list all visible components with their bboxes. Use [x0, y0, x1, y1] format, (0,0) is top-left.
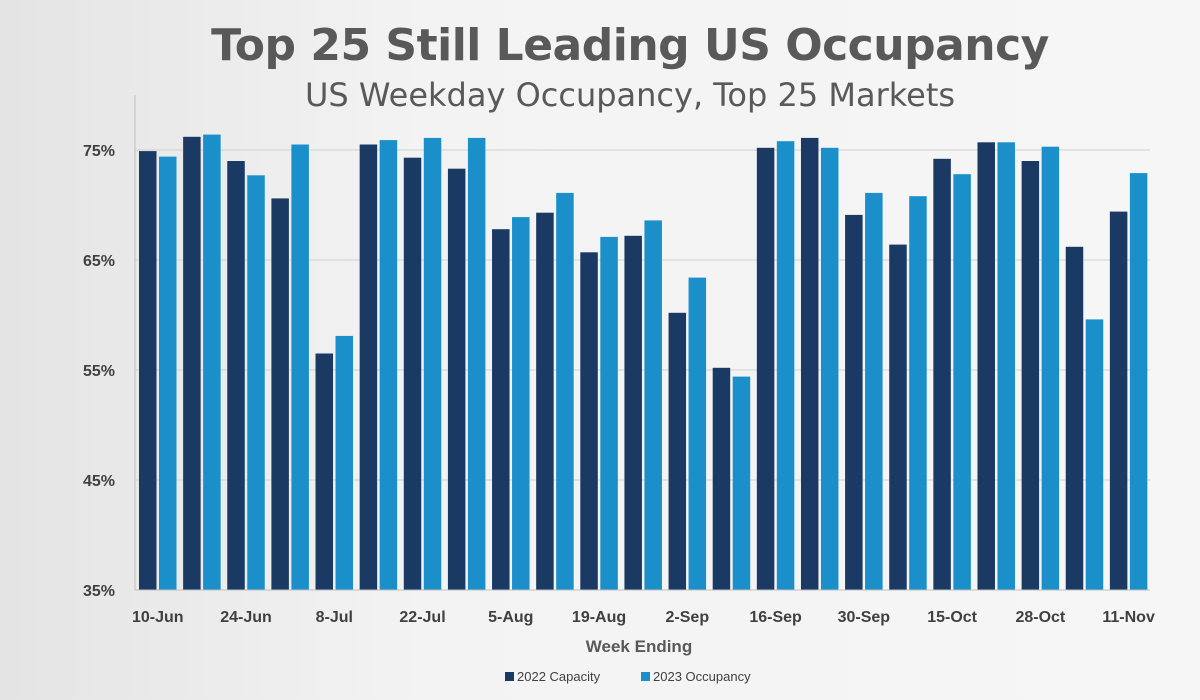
- x-tick-label: 11-Nov: [1102, 609, 1155, 626]
- bar-2023-occupancy: [865, 192, 883, 590]
- bars: [139, 134, 1148, 591]
- bar-2022-capacity: [624, 235, 642, 591]
- x-tick-label: 2-Sep: [666, 609, 710, 626]
- y-axis-labels: 35% 45% 55% 65% 75%: [83, 143, 115, 600]
- legend-label: 2023 Occupancy: [653, 669, 751, 684]
- legend-label: 2022 Capacity: [517, 669, 601, 684]
- bar-2022-capacity: [536, 212, 554, 590]
- x-tick-label: 5-Aug: [488, 609, 533, 626]
- bar-2022-capacity: [800, 137, 819, 590]
- bar-2022-capacity: [447, 168, 466, 590]
- y-tick-label: 35%: [83, 583, 115, 600]
- bar-2022-capacity: [1021, 161, 1040, 590]
- bar-2022-capacity: [712, 367, 731, 590]
- y-tick-label: 45%: [83, 473, 115, 490]
- bar-2022-capacity: [315, 353, 334, 590]
- bar-2022-capacity: [580, 252, 598, 591]
- bar-2023-occupancy: [820, 147, 839, 591]
- bar-2023-occupancy: [732, 376, 751, 590]
- bar-2023-occupancy: [291, 144, 309, 590]
- x-tick-label: 10-Jun: [132, 609, 184, 626]
- bar-2023-occupancy: [247, 175, 265, 591]
- y-tick-label: 55%: [83, 363, 115, 380]
- bar-2023-occupancy: [688, 277, 707, 590]
- bar-2022-capacity: [756, 147, 775, 591]
- chart-subtitle: US Weekday Occupancy, Top 25 Markets: [304, 76, 956, 114]
- legend-item: 2022 Capacity: [505, 669, 601, 684]
- bar-2022-capacity: [139, 151, 157, 590]
- x-tick-label: 22-Jul: [399, 609, 445, 626]
- bar-2023-occupancy: [335, 335, 354, 590]
- bar-2023-occupancy: [1085, 319, 1104, 590]
- x-tick-label: 19-Aug: [572, 609, 626, 626]
- bar-2023-occupancy: [556, 192, 574, 590]
- bar-2022-capacity: [977, 142, 995, 591]
- bar-2023-occupancy: [379, 140, 398, 590]
- bar-2022-capacity: [403, 157, 422, 590]
- bar-2022-capacity: [889, 244, 907, 590]
- x-axis-labels: 10-Jun 24-Jun 8-Jul 22-Jul 5-Aug 19-Aug 2-Sep 1…: [132, 609, 1155, 626]
- bar-2023-occupancy: [1041, 146, 1060, 590]
- bar-2023-occupancy: [953, 174, 971, 590]
- bar-2022-capacity: [933, 158, 951, 591]
- bar-2022-capacity: [845, 214, 863, 590]
- legend-item: 2023 Occupancy: [641, 669, 751, 684]
- x-axis-title: Week Ending: [586, 637, 692, 656]
- bar-2022-capacity: [271, 198, 289, 590]
- x-tick-label: 28-Oct: [1015, 609, 1065, 626]
- bar-2022-capacity: [183, 136, 201, 591]
- bar-2023-occupancy: [159, 156, 177, 590]
- bar-2022-capacity: [1065, 246, 1084, 591]
- bar-2023-occupancy: [203, 134, 221, 590]
- x-tick-label: 24-Jun: [220, 609, 272, 626]
- bar-2023-occupancy: [423, 137, 442, 590]
- bar-2023-occupancy: [644, 220, 662, 590]
- bar-2023-occupancy: [467, 137, 486, 590]
- bar-2023-occupancy: [997, 142, 1015, 591]
- legend-swatch: [641, 672, 650, 681]
- bar-2022-capacity: [1109, 211, 1128, 590]
- bar-2023-occupancy: [1129, 173, 1148, 590]
- bar-2023-occupancy: [909, 196, 927, 590]
- legend-swatch: [505, 672, 514, 681]
- bar-2023-occupancy: [512, 217, 530, 590]
- chart-title: Top 25 Still Leading US Occupancy: [211, 20, 1049, 71]
- bar-2022-capacity: [359, 144, 378, 590]
- x-tick-label: 16-Sep: [749, 609, 802, 626]
- bar-2022-capacity: [492, 229, 510, 590]
- x-tick-label: 15-Oct: [927, 609, 977, 626]
- legend: 2022 Capacity 2023 Occupancy: [505, 669, 751, 684]
- y-tick-label: 75%: [83, 143, 115, 160]
- x-tick-label: 8-Jul: [316, 609, 353, 626]
- bar-2023-occupancy: [776, 141, 795, 590]
- bar-2022-capacity: [668, 312, 687, 590]
- axes: [134, 95, 1150, 591]
- x-tick-label: 30-Sep: [838, 609, 891, 626]
- y-tick-label: 65%: [83, 253, 115, 270]
- bar-2022-capacity: [227, 161, 245, 590]
- bar-2023-occupancy: [600, 236, 618, 590]
